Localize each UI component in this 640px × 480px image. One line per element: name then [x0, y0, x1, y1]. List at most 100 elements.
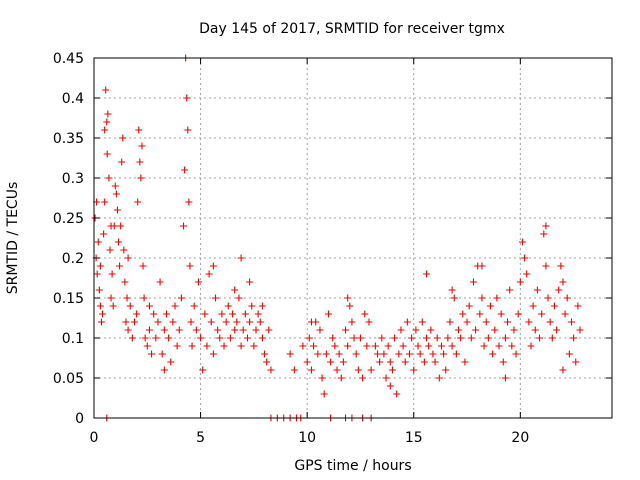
data-point	[137, 174, 145, 182]
data-point	[463, 318, 471, 326]
data-point	[205, 270, 213, 278]
data-point	[197, 334, 205, 342]
data-point	[181, 166, 189, 174]
axis-ticks: 0 0.05 0.1 0.15 0.2 0.25 0.3 0.35 0.4 0.45 0 5 10 15 2…	[53, 51, 612, 446]
y-tick-label: 0.1	[62, 331, 84, 347]
data-point	[209, 350, 217, 358]
data-point	[243, 334, 251, 342]
data-point	[367, 366, 375, 374]
data-point	[425, 342, 433, 350]
data-point	[248, 302, 256, 310]
data-point	[180, 222, 188, 230]
x-axis-label: GPS time / hours	[294, 458, 411, 474]
data-point	[216, 334, 224, 342]
data-point	[448, 342, 456, 350]
data-point	[237, 342, 245, 350]
data-point	[95, 286, 103, 294]
data-point	[331, 342, 339, 350]
data-point	[220, 342, 228, 350]
data-point	[141, 334, 149, 342]
data-point	[467, 334, 475, 342]
data-point	[469, 278, 477, 286]
data-point	[246, 318, 254, 326]
data-point	[97, 318, 105, 326]
data-point	[563, 294, 571, 302]
chart-title: Day 145 of 2017, SRMTID for receiver tgm…	[199, 21, 505, 37]
data-point	[158, 350, 166, 358]
data-point	[126, 302, 134, 310]
data-point	[119, 134, 127, 142]
data-point	[122, 318, 130, 326]
data-point	[576, 326, 584, 334]
data-point	[350, 334, 358, 342]
data-point	[145, 326, 153, 334]
data-point	[518, 238, 526, 246]
data-point	[527, 342, 535, 350]
data-point	[263, 358, 271, 366]
data-point	[252, 326, 260, 334]
data-point	[160, 366, 168, 374]
data-point	[533, 286, 541, 294]
data-point	[437, 342, 445, 350]
x-tick-label: 5	[196, 430, 205, 446]
data-point	[188, 342, 196, 350]
data-point	[231, 326, 239, 334]
data-point	[203, 342, 211, 350]
data-point	[94, 238, 102, 246]
data-point	[335, 350, 343, 358]
y-tick-label: 0.3	[62, 171, 84, 187]
data-point	[452, 350, 460, 358]
data-point	[135, 126, 143, 134]
data-point	[344, 342, 352, 350]
y-axis-label: SRMTID / TECUs	[5, 182, 21, 295]
data-point	[516, 278, 524, 286]
data-point	[318, 374, 326, 382]
data-point	[386, 358, 394, 366]
data-point	[322, 350, 330, 358]
data-point	[152, 334, 160, 342]
data-point	[93, 270, 101, 278]
data-point	[450, 294, 458, 302]
data-point	[265, 326, 273, 334]
data-point	[222, 318, 230, 326]
data-point	[320, 390, 328, 398]
data-point	[229, 310, 237, 318]
data-point	[117, 222, 125, 230]
data-point	[246, 278, 254, 286]
data-point	[250, 342, 258, 350]
data-point	[156, 278, 164, 286]
data-point	[403, 318, 411, 326]
plot-frame	[93, 57, 613, 419]
data-point	[570, 334, 578, 342]
data-point	[105, 174, 113, 182]
data-point	[286, 350, 294, 358]
data-point	[542, 262, 550, 270]
data-point	[380, 350, 388, 358]
data-point	[427, 326, 435, 334]
data-point	[261, 350, 269, 358]
data-point	[550, 302, 558, 310]
data-point	[329, 334, 337, 342]
data-point	[408, 334, 416, 342]
data-point	[346, 302, 354, 310]
data-point	[101, 126, 109, 134]
data-point	[433, 334, 441, 342]
data-point	[512, 350, 520, 358]
data-point	[459, 310, 467, 318]
data-point	[231, 286, 239, 294]
data-point	[491, 326, 499, 334]
x-tick-label: 15	[405, 430, 423, 446]
data-point	[307, 366, 315, 374]
data-point	[371, 342, 379, 350]
data-point	[134, 198, 142, 206]
y-tick-label: 0.35	[53, 131, 84, 147]
data-point	[418, 318, 426, 326]
data-point	[107, 294, 115, 302]
data-point	[186, 262, 194, 270]
data-point	[429, 350, 437, 358]
data-point	[218, 310, 226, 318]
data-point	[448, 286, 456, 294]
data-point	[557, 262, 565, 270]
data-point	[201, 310, 209, 318]
data-point	[565, 350, 573, 358]
